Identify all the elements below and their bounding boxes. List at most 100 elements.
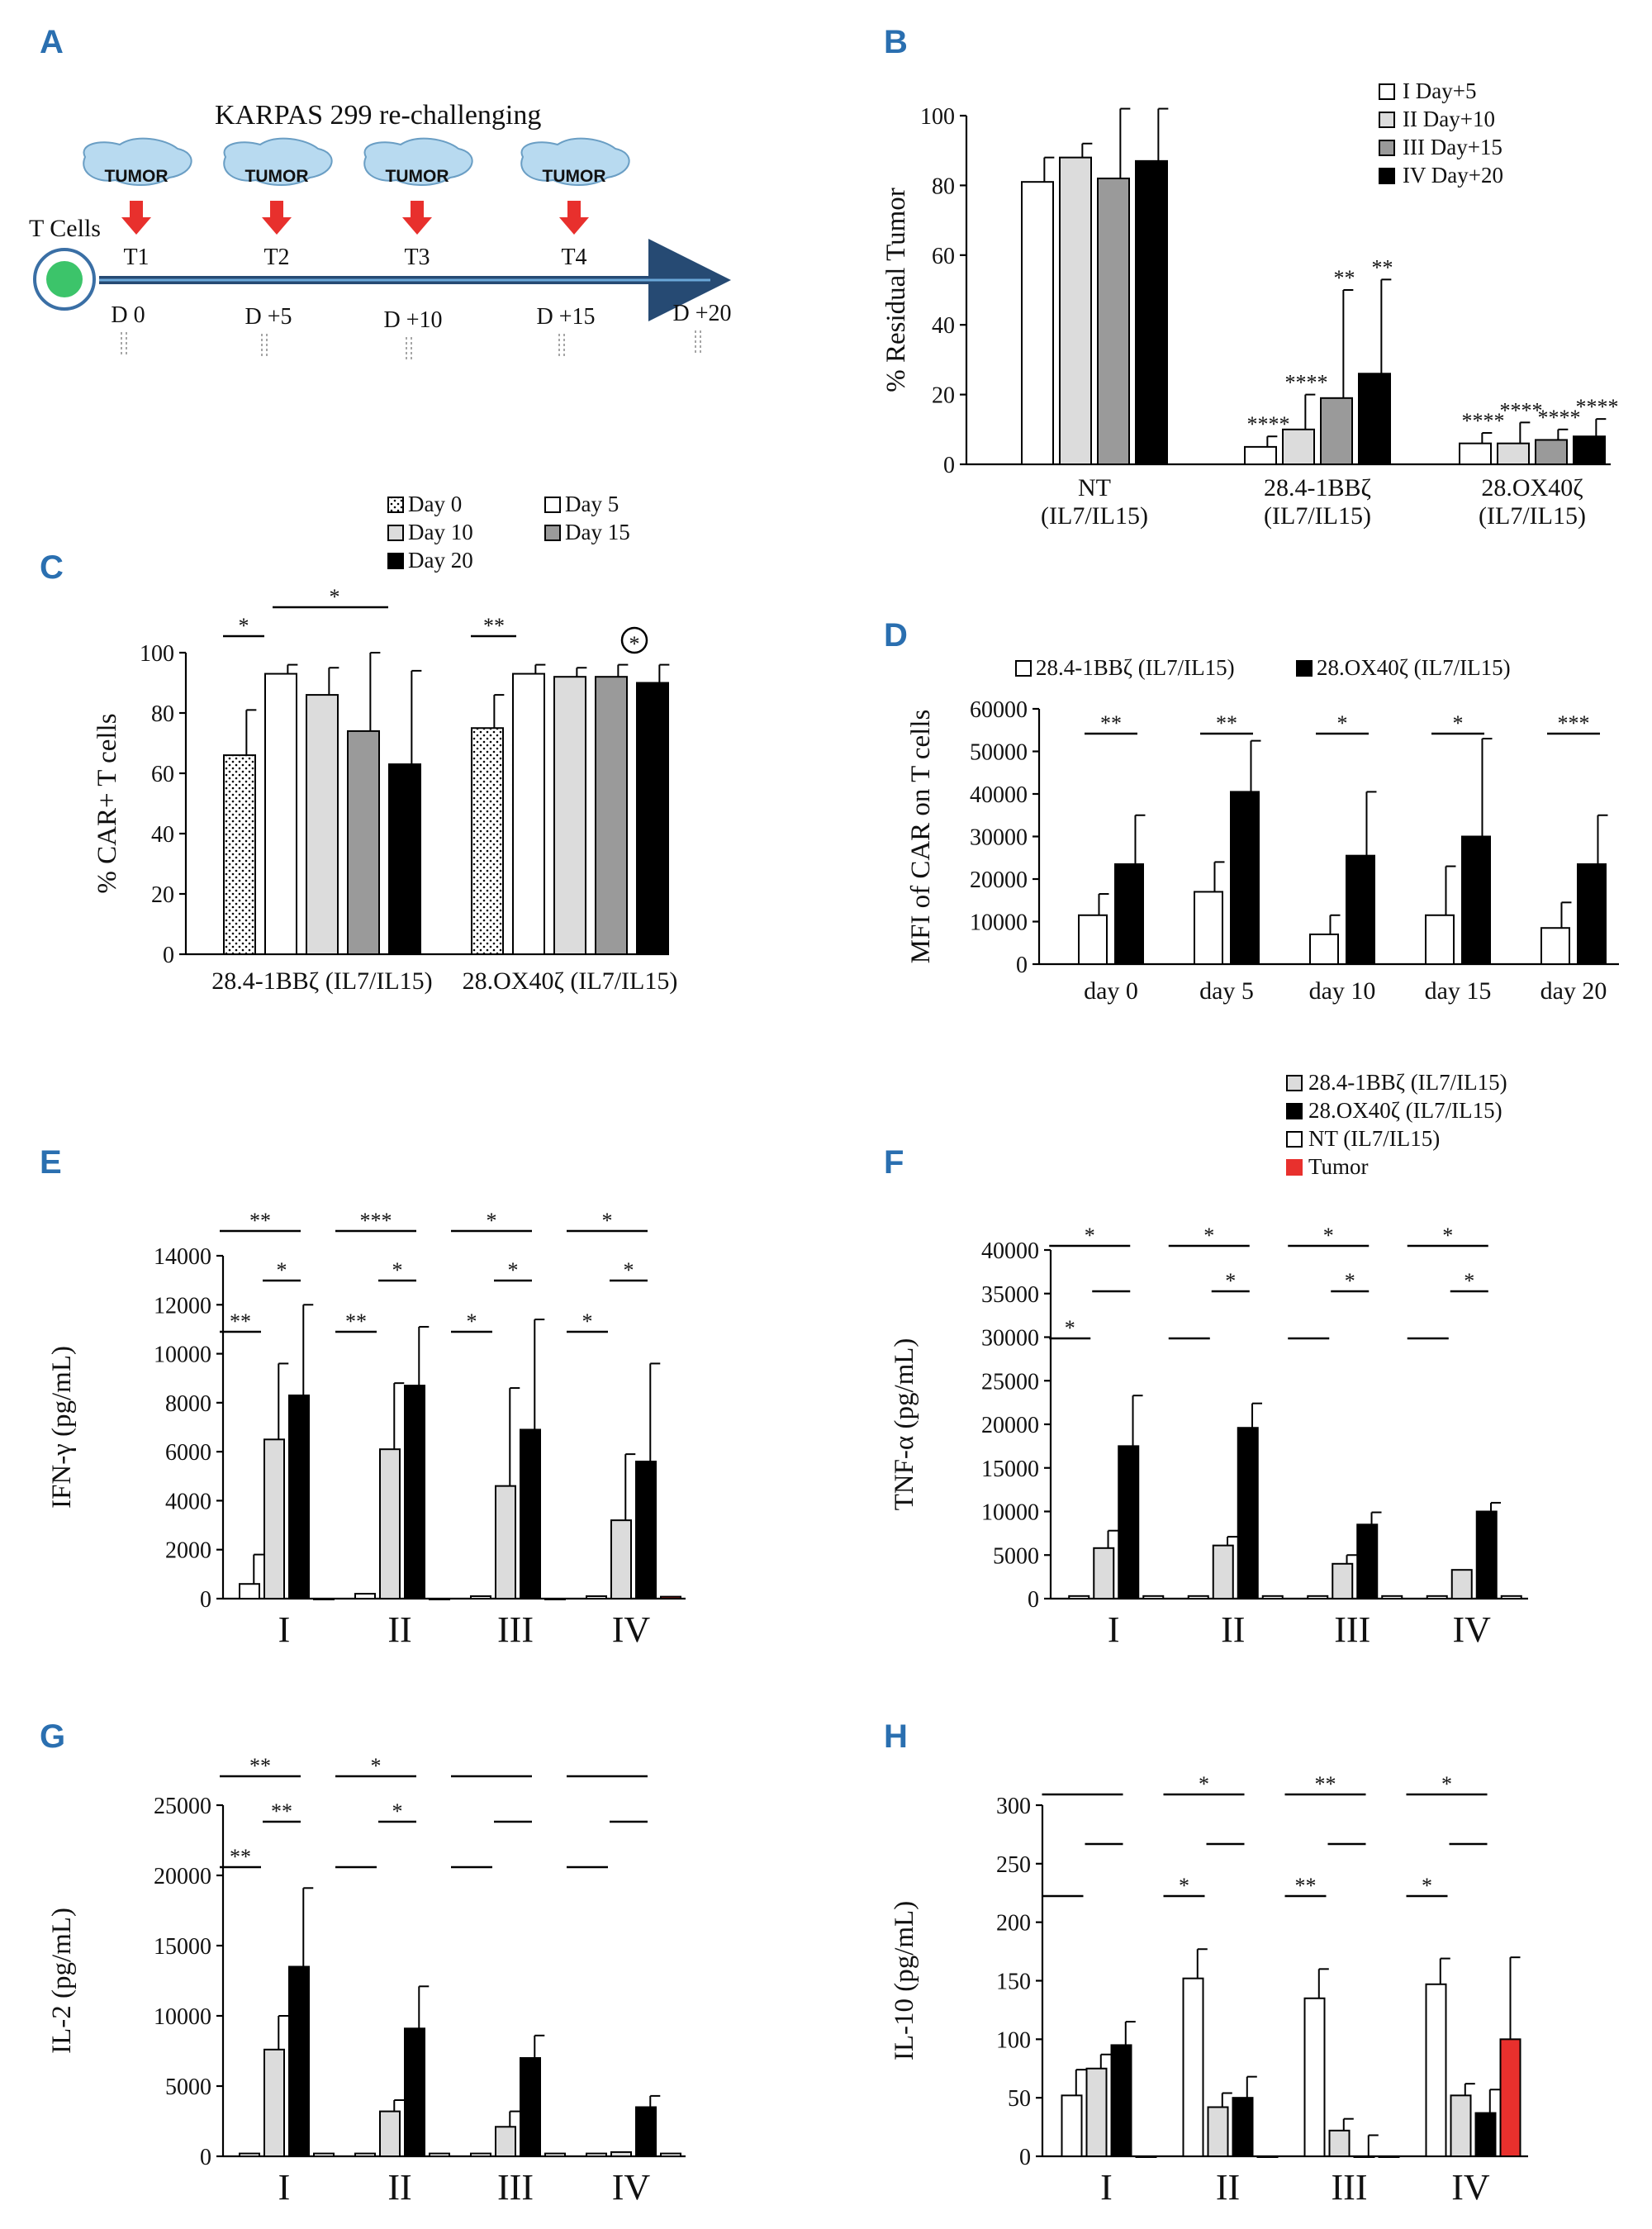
significance-mark: ****	[1538, 406, 1581, 430]
bar	[1474, 2112, 1497, 2157]
significance-mark: **	[249, 1209, 271, 1233]
legend-swatch	[1286, 1103, 1303, 1119]
bar	[1114, 863, 1144, 965]
y-tick-label: 50000	[970, 740, 1028, 766]
x-category-label: 28.OX40ζ (IL7/IL15)	[463, 967, 678, 995]
syringe-icon	[121, 332, 127, 357]
significance-mark: *	[602, 1209, 613, 1233]
y-tick-label: 2000	[165, 1538, 211, 1564]
syringe-icon	[558, 334, 565, 359]
panel-label-c: C	[40, 549, 64, 586]
bar	[1459, 442, 1492, 465]
timepoint-label: T4	[561, 245, 586, 270]
bar	[354, 2152, 376, 2158]
bar	[263, 2048, 285, 2158]
legend-label: Day 20	[408, 548, 473, 573]
x-category-label: day 15	[1425, 977, 1492, 1005]
day-label: D +10	[383, 307, 442, 333]
y-tick-label: 6000	[165, 1440, 211, 1466]
legend-swatch	[387, 497, 404, 513]
bar	[1500, 1595, 1522, 1599]
bar	[1237, 1427, 1259, 1599]
significance-mark: **	[1372, 255, 1393, 279]
y-tick-label: 15000	[154, 1934, 211, 1960]
panel-label-e: E	[40, 1144, 62, 1181]
y-tick-label: 25000	[154, 1794, 211, 1819]
bar	[1320, 397, 1353, 466]
y-tick-label: 20	[151, 882, 174, 908]
bar	[288, 1394, 310, 1599]
legend-label: Day 15	[565, 520, 630, 544]
syringe-icon	[406, 337, 412, 362]
bar	[635, 2106, 657, 2157]
x-category-label: I	[278, 2167, 291, 2208]
x-category-label: II	[387, 1609, 411, 1650]
y-tick-label: 35000	[981, 1282, 1039, 1308]
bar	[306, 694, 339, 955]
significance-mark: *	[1225, 1269, 1236, 1293]
legend-swatch	[1379, 83, 1395, 100]
bar	[1212, 1544, 1234, 1600]
timepoint-label: T1	[123, 245, 149, 270]
tumor-label: TUMOR	[543, 167, 606, 186]
significance-mark: **	[230, 1845, 251, 1869]
y-axis-label: IL-10 (pg/mL)	[890, 1901, 919, 2060]
bar	[1059, 156, 1092, 465]
day-label: D +20	[672, 301, 731, 326]
bar	[610, 1519, 632, 1599]
bar	[470, 1595, 491, 1600]
significance-mark: **	[1216, 711, 1237, 735]
y-tick-label: 40	[151, 822, 174, 848]
x-category-label: (IL7/IL15)	[1479, 502, 1586, 530]
legend-label: 28.4-1BBζ (IL7/IL15)	[1308, 1070, 1507, 1095]
y-tick-label: 15000	[981, 1457, 1039, 1482]
bar	[1021, 181, 1054, 465]
y-tick-label: 30000	[981, 1326, 1039, 1352]
bar	[520, 2057, 541, 2157]
legend-swatch	[1379, 168, 1395, 184]
bar	[1061, 2094, 1083, 2157]
bar	[1261, 1595, 1284, 1599]
legend-swatch	[1286, 1131, 1303, 1148]
y-tick-label: 0	[200, 1587, 211, 1613]
y-tick-label: 80	[932, 173, 955, 199]
legend-label: Day 10	[408, 520, 473, 544]
y-tick-label: 40000	[970, 782, 1028, 808]
panel-label-h: H	[884, 1718, 908, 1755]
x-category-label: 28.OX40ζ	[1481, 474, 1583, 501]
legend-swatch	[1379, 112, 1395, 128]
timepoint-label: T2	[263, 245, 289, 270]
bar	[1194, 891, 1223, 965]
bar	[635, 1461, 657, 1599]
bar	[520, 1428, 541, 1599]
y-tick-label: 300	[996, 1794, 1031, 1819]
y-tick-label: 25000	[981, 1369, 1039, 1395]
bar	[660, 2152, 681, 2158]
x-category-label: II	[1221, 1609, 1245, 1650]
legend-swatch	[387, 525, 404, 541]
y-tick-label: 12000	[154, 1293, 211, 1319]
legend-swatch	[1379, 140, 1395, 156]
bar	[553, 676, 586, 955]
y-tick-label: 10000	[154, 1343, 211, 1368]
bar	[636, 682, 669, 955]
y-tick-label: 5000	[165, 2075, 211, 2100]
x-category-label: IV	[1453, 1609, 1492, 1650]
y-tick-label: 250	[996, 1852, 1031, 1878]
significance-mark: *	[1422, 1874, 1432, 1898]
bar	[1450, 2094, 1472, 2157]
x-category-label: IV	[1451, 2167, 1490, 2208]
y-tick-label: 60	[151, 762, 174, 787]
y-tick-label: 20000	[970, 867, 1028, 893]
y-tick-label: 60000	[970, 697, 1028, 723]
y-tick-label: 150	[996, 1970, 1031, 1995]
legend-swatch	[1286, 1159, 1303, 1176]
significance-mark: *	[1464, 1269, 1474, 1293]
bar	[354, 1593, 376, 1599]
significance-mark: **	[1334, 266, 1355, 290]
panel-label-a: A	[40, 24, 64, 60]
significance-mark: *	[1441, 1772, 1452, 1796]
panel-a-title: KARPAS 299 re-challenging	[215, 100, 541, 131]
legend-label: NT (IL7/IL15)	[1308, 1126, 1440, 1151]
